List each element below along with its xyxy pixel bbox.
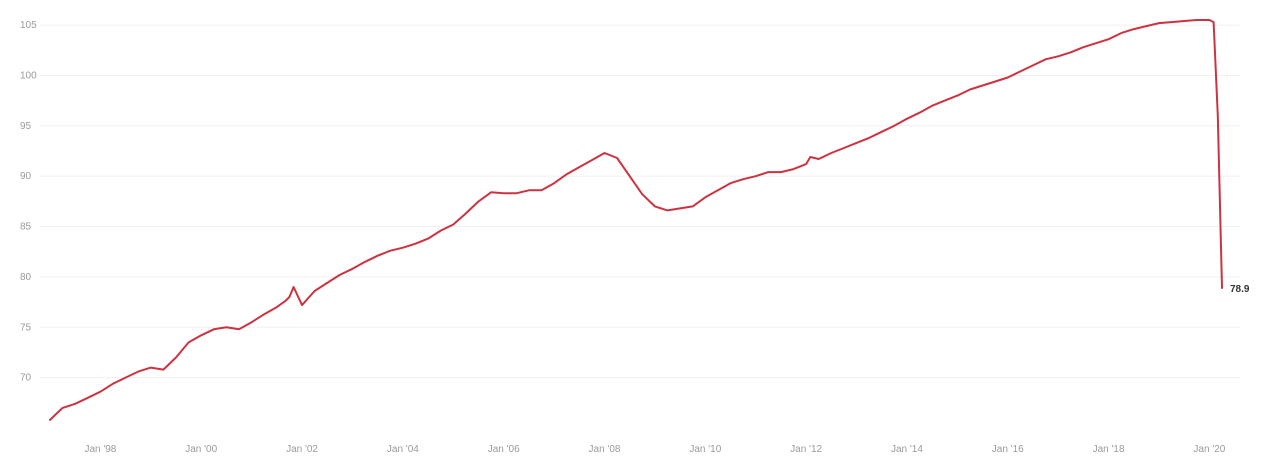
y-tick-label: 85 (20, 222, 32, 233)
grid-lines (40, 24, 1240, 379)
x-tick-label: Jan '08 (589, 444, 621, 455)
x-tick-label: Jan '04 (387, 444, 419, 455)
y-tick-label: 80 (20, 272, 32, 283)
y-tick-label: 95 (20, 121, 32, 132)
x-tick-label: Jan '18 (1093, 444, 1125, 455)
x-tick-label: Jan '20 (1193, 444, 1225, 455)
series-line (49, 19, 1223, 421)
end-value-label: 78.9 (1230, 284, 1250, 295)
x-tick-label: Jan '16 (992, 444, 1024, 455)
x-tick-label: Jan '02 (286, 444, 318, 455)
y-tick-label: 105 (20, 20, 37, 31)
x-tick-label: Jan '06 (488, 444, 520, 455)
y-tick-label: 70 (20, 373, 32, 384)
x-axis-ticks: Jan '98 Jan '00 Jan '02 Jan '04 Jan '06 Jan '… (84, 444, 1225, 455)
x-tick-label: Jan '10 (689, 444, 721, 455)
x-tick-label: Jan '98 (84, 444, 116, 455)
x-tick-label: Jan '00 (185, 444, 217, 455)
x-tick-label: Jan '14 (891, 444, 923, 455)
y-tick-label: 90 (20, 171, 32, 182)
x-tick-label: Jan '12 (790, 444, 822, 455)
y-axis-ticks: 70 75 80 85 90 95 100 105 (20, 20, 37, 384)
y-tick-label: 100 (20, 70, 37, 81)
y-tick-label: 75 (20, 322, 32, 333)
